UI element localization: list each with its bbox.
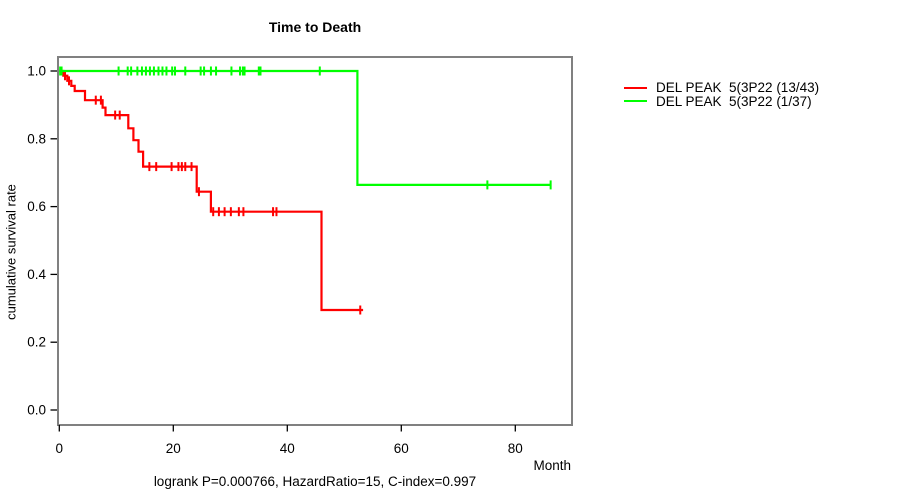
y-tick-label: 1.0 bbox=[27, 64, 46, 79]
y-tick-label: 0.2 bbox=[27, 335, 46, 350]
y-tick-label: 0.4 bbox=[27, 267, 46, 282]
legend-line-swatch bbox=[624, 86, 647, 89]
x-tick-label: 60 bbox=[394, 441, 409, 456]
x-tick-label: 20 bbox=[166, 441, 181, 456]
chart-title: Time to Death bbox=[268, 19, 362, 35]
y-axis-title: cumulative survival rate bbox=[3, 184, 19, 320]
legend: DEL PEAK 5(3P22 (13/43) DEL PEAK 5(3P22 (… bbox=[624, 80, 820, 109]
legend-line-swatch bbox=[624, 100, 647, 103]
plot-frame bbox=[57, 56, 573, 426]
x-axis-title: Month bbox=[533, 458, 571, 473]
x-tick-label: 40 bbox=[280, 441, 295, 456]
legend-label: DEL PEAK 5(3P22 (13/43) bbox=[656, 80, 820, 96]
y-tick-label: 0.6 bbox=[27, 199, 46, 214]
survival-curve-red-group bbox=[59, 69, 364, 312]
x-tick-label: 80 bbox=[508, 441, 523, 456]
y-tick-label: 0.0 bbox=[27, 403, 46, 418]
y-tick-label: 0.8 bbox=[27, 131, 46, 146]
legend-label: DEL PEAK 5(3P22 (1/37) bbox=[656, 93, 812, 109]
legend-row-green-group: DEL PEAK 5(3P22 (1/37) bbox=[624, 93, 819, 109]
survival-curve-green-group bbox=[59, 69, 551, 186]
stats-annotation: logrank P=0.000766, HazardRatio=15, C-in… bbox=[153, 474, 477, 489]
x-tick-label: 0 bbox=[56, 441, 64, 456]
legend-row-red-group: DEL PEAK 5(3P22 (13/43) bbox=[624, 80, 820, 96]
